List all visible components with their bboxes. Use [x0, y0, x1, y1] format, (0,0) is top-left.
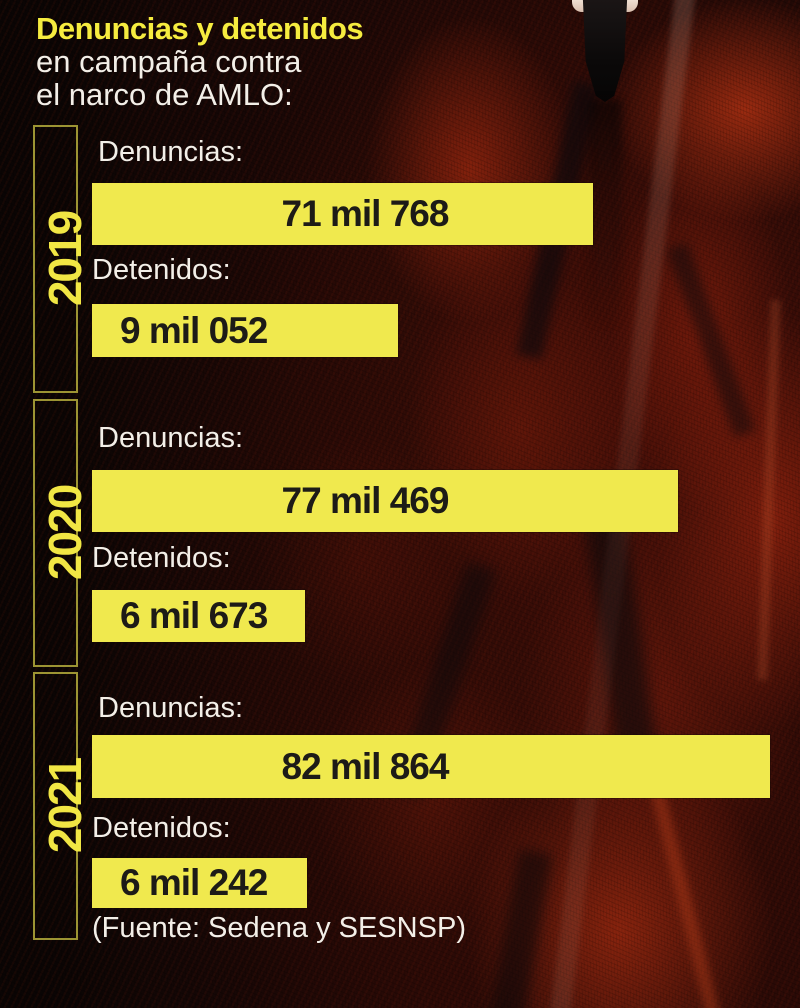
detenidos-bar-2020: 6 mil 673	[92, 590, 305, 642]
detenidos-value-2019: 9 mil 052	[120, 309, 268, 351]
denuncias-value-2021: 82 mil 864	[281, 745, 450, 787]
bottle-body	[582, 0, 628, 102]
denuncias-bar-2020: 77 mil 469	[92, 470, 678, 532]
detenidos-bar-2019: 9 mil 052	[92, 304, 398, 357]
detenidos-value-2020: 6 mil 673	[120, 595, 268, 636]
year-rail-2020: 2020	[33, 399, 92, 667]
denuncias-bar-2021: 82 mil 864	[92, 735, 770, 798]
year-label-2021: 2021	[39, 758, 92, 854]
bottle-neck-photo	[572, 0, 638, 330]
source-note: (Fuente: Sedena y SESNSP)	[92, 912, 466, 944]
denuncias-label-2020: Denuncias:	[98, 422, 244, 454]
detenidos-label-2020: Detenidos:	[92, 542, 231, 574]
detenidos-label-2021: Detenidos:	[92, 812, 231, 844]
year-rail-2019: 2019	[33, 125, 92, 393]
denuncias-value-2020: 77 mil 469	[281, 480, 450, 521]
infographic-subtitle-line2: el narco de AMLO:	[36, 77, 293, 112]
denuncias-label-2019: Denuncias:	[98, 136, 244, 168]
infographic-subtitle-line1: en campaña contra	[36, 44, 302, 79]
infographic-title: Denuncias y detenidos	[36, 11, 364, 46]
bottle-shadow	[588, 100, 622, 330]
detenidos-bar-2021: 6 mil 242	[92, 858, 307, 908]
detenidos-label-2019: Detenidos:	[92, 254, 231, 286]
denuncias-value-2019: 71 mil 768	[281, 193, 450, 234]
denuncias-label-2021: Denuncias:	[98, 692, 244, 724]
year-rail-2021: 2021	[33, 672, 92, 940]
detenidos-value-2021: 6 mil 242	[120, 862, 268, 903]
header: Denuncias y detenidos en campaña contra …	[36, 11, 364, 112]
denuncias-bar-2019: 71 mil 768	[92, 183, 593, 245]
year-label-2020: 2020	[39, 485, 92, 581]
year-label-2019: 2019	[39, 211, 92, 307]
